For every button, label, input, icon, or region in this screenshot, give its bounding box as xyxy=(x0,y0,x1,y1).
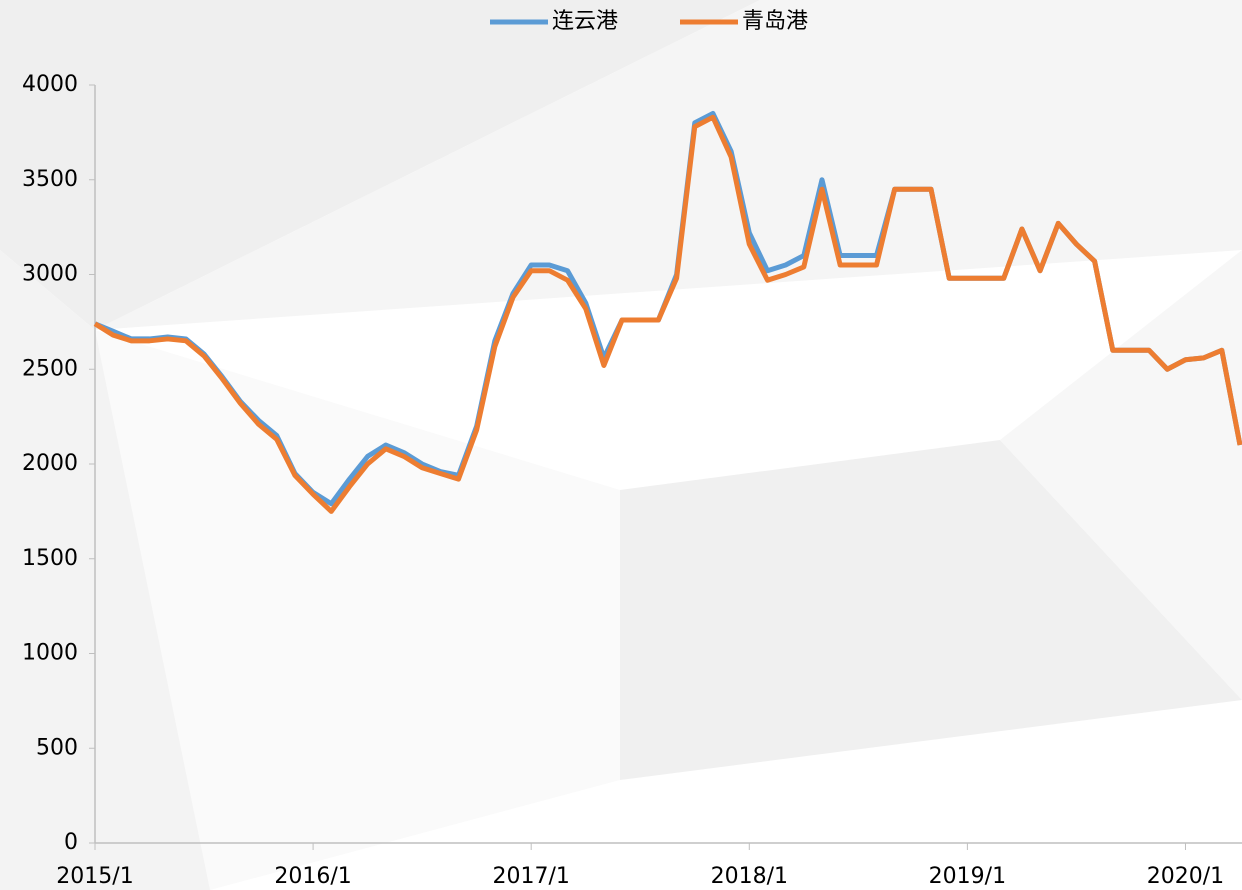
y-tick-label: 2000 xyxy=(22,451,78,476)
legend-label: 青岛港 xyxy=(742,9,808,34)
y-tick-label: 1000 xyxy=(22,641,78,666)
line-series xyxy=(93,114,1242,514)
y-tick-label: 2500 xyxy=(22,356,78,381)
y-tick-label: 3500 xyxy=(22,167,78,192)
y-tick-label: 4000 xyxy=(22,72,78,97)
y-tick-label: 3000 xyxy=(22,262,78,287)
y-tick-label: 500 xyxy=(36,735,78,760)
y-tick-label: 1500 xyxy=(22,546,78,571)
x-tick-label: 2018/1 xyxy=(711,864,788,889)
legend-label: 连云港 xyxy=(552,9,618,34)
x-tick-label: 2016/1 xyxy=(274,864,351,889)
x-tick-label: 2015/1 xyxy=(56,864,133,889)
y-tick-label: 0 xyxy=(64,830,78,855)
x-tick-label: 2019/1 xyxy=(929,864,1006,889)
x-tick-label: 2020/1 xyxy=(1147,864,1224,889)
x-tick-label: 2017/1 xyxy=(492,864,569,889)
